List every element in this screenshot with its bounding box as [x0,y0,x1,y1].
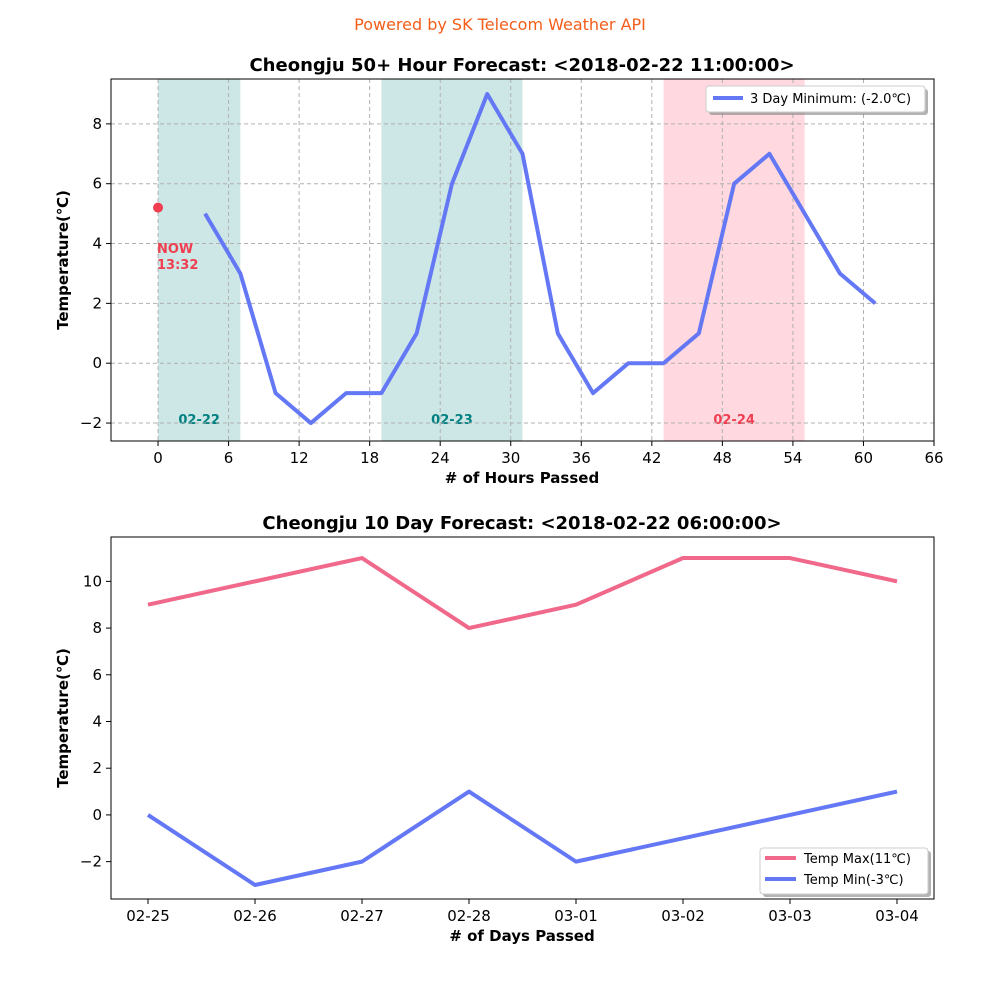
hourly-x-tick-label: 48 [713,449,732,467]
hourly-y-tick-label: 0 [92,354,102,372]
hourly-legend-label: 3 Day Minimum: (-2.0℃) [750,92,911,107]
daily-legend-max-label: Temp Max(11℃) [803,852,911,867]
now-marker-dot [153,202,164,213]
daily-y-tick-label: 8 [92,619,102,637]
daily-x-tick-label: 02-28 [447,907,491,925]
daily-x-axis-label: # of Days Passed [449,927,594,945]
daily-forecast-chart: Cheongju 10 Day Forecast: <2018-02-22 06… [54,513,935,945]
daily-x-tick-label: 03-03 [768,907,812,925]
hourly-temperature-line [203,91,877,426]
daily-x-tick-label: 02-25 [126,907,170,925]
daily-x-tick-label: 03-04 [875,907,919,925]
hourly-chart-title: Cheongju 50+ Hour Forecast: <2018-02-22 … [249,55,794,76]
daily-x-tick-label: 02-27 [340,907,384,925]
daily-legend: Temp Max(11℃) Temp Min(-3℃) [759,847,931,897]
hourly-y-tick-label: 2 [92,294,102,312]
hourly-x-tick-label: 54 [783,449,802,467]
hourly-x-axis-label: # of Hours Passed [445,469,599,487]
hourly-x-tick-label: 6 [224,449,234,467]
daily-legend-min-label: Temp Min(-3℃) [803,873,904,888]
now-marker-label: NOW [157,242,193,257]
daily-y-axis-label: Temperature(℃) [54,648,72,788]
hourly-y-axis-label: Temperature(℃) [54,190,72,330]
daily-y-tick-label: 0 [92,806,102,824]
hourly-x-tick-label: 24 [431,449,450,467]
hourly-x-tick-label: 66 [924,449,943,467]
day-band-02-22 [158,79,241,441]
hourly-y-tick-label: 8 [92,115,102,133]
hourly-x-tick-label: 42 [642,449,661,467]
hourly-x-tick-label: 12 [290,449,309,467]
daily-y-tick-label: 6 [92,666,102,684]
hourly-x-tick-label: 36 [572,449,591,467]
hourly-plot-frame [110,78,935,442]
hourly-x-tick-label: 60 [854,449,873,467]
day-band-label: 02-23 [431,413,473,428]
day-band-02-23 [381,79,523,441]
daily-plot-frame [110,536,935,900]
daily-y-tick-label: 2 [92,759,102,777]
day-band-label: 02-22 [178,413,220,428]
hourly-y-tick-label: 6 [92,175,102,193]
daily-x-tick-label: 03-01 [554,907,598,925]
hourly-x-tick-label: 0 [153,449,163,467]
daily-y-tick-label: 4 [92,713,102,731]
hourly-legend: 3 Day Minimum: (-2.0℃) [705,85,928,115]
hourly-x-tick-label: 30 [501,449,520,467]
daily-chart-title: Cheongju 10 Day Forecast: <2018-02-22 06… [262,513,781,534]
daily-temp-max-line [147,556,898,631]
attribution-text: Powered by SK Telecom Weather API [354,15,646,34]
hourly-y-tick-label: 4 [92,235,102,253]
daily-y-tick-label: −2 [80,853,102,871]
daily-x-tick-label: 03-02 [661,907,705,925]
hourly-forecast-chart: Cheongju 50+ Hour Forecast: <2018-02-22 … [54,55,944,487]
hourly-y-tick-label: −2 [80,414,102,432]
day-band-02-24 [663,79,805,441]
hourly-x-tick-label: 18 [360,449,379,467]
daily-y-tick-label: 10 [83,572,102,590]
day-band-label: 02-24 [713,413,755,428]
now-marker-time: 13:32 [157,258,198,273]
daily-temp-min-line [146,789,898,887]
daily-x-tick-label: 02-26 [233,907,277,925]
